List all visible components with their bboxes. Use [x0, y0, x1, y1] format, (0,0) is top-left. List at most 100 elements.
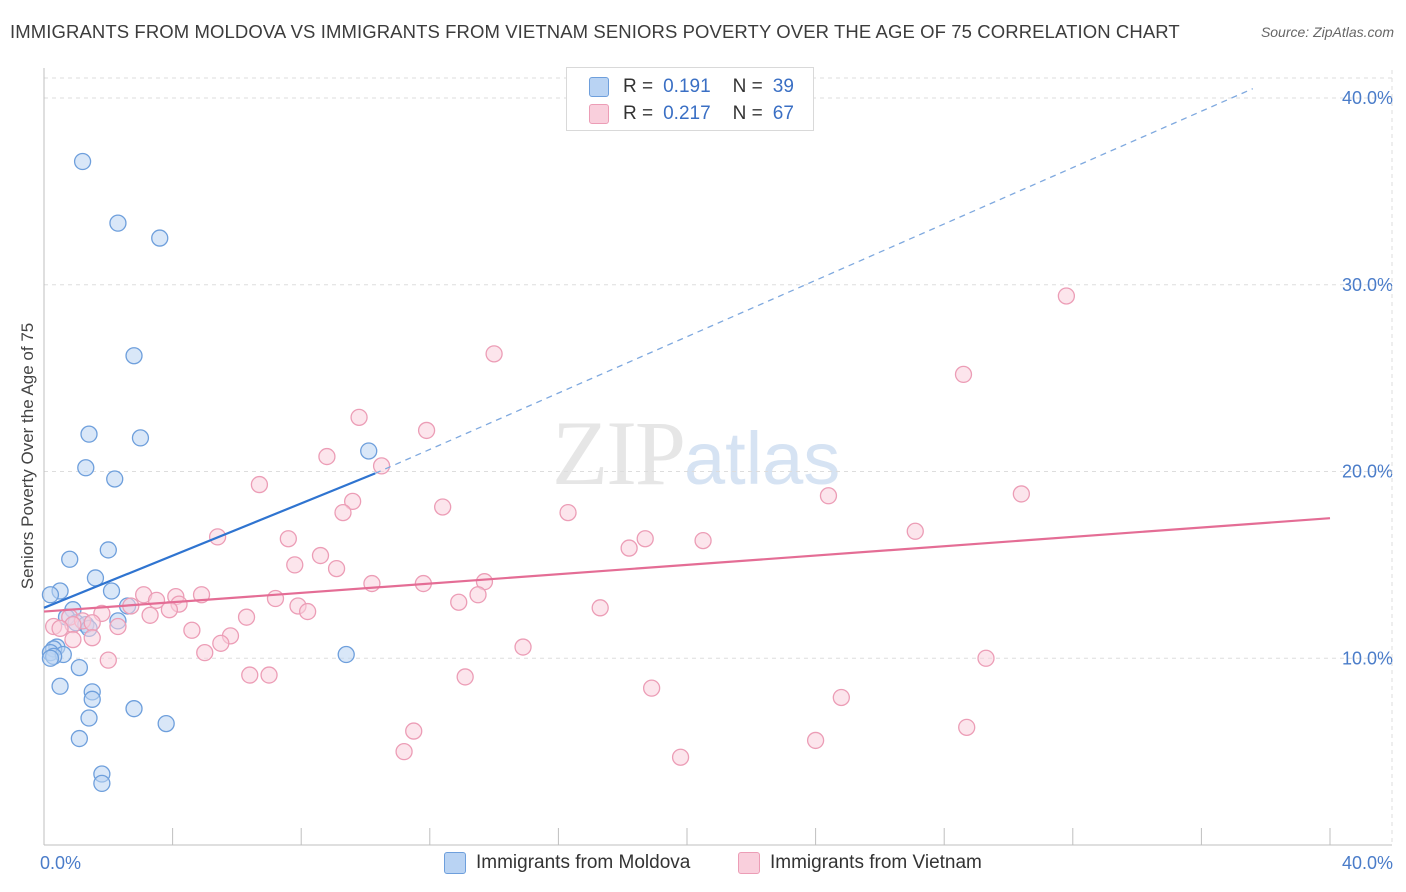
series-label-moldova: Immigrants from Moldova	[476, 852, 691, 873]
vietnam-point	[334, 503, 352, 522]
vietnam-point	[559, 503, 577, 522]
vietnam-point	[83, 629, 101, 647]
x-tick-label: 0.0%	[40, 853, 81, 873]
vietnam-point	[266, 589, 285, 608]
legend-swatch-vietnam	[589, 104, 609, 124]
legend-row-vietnam: R = 0.217 N = 67	[589, 102, 794, 126]
moldova-point	[102, 582, 121, 600]
moldova-point	[61, 550, 79, 568]
vietnam-point	[298, 602, 317, 621]
legend-swatch-moldova	[589, 77, 609, 97]
vietnam-point	[64, 630, 82, 649]
series-legend-vietnam[interactable]: Immigrants from Vietnam	[738, 852, 982, 874]
vietnam-point	[977, 649, 995, 667]
series-swatch-moldova	[444, 852, 466, 874]
watermark: ZIPatlas	[552, 400, 840, 506]
moldova-point	[125, 700, 143, 718]
moldova-point	[80, 709, 98, 727]
legend-r-label: R =	[623, 103, 654, 124]
y-tick-label: 10.0%	[1342, 648, 1393, 668]
vietnam-point	[160, 601, 179, 619]
series-label-vietnam: Immigrants from Vietnam	[770, 852, 982, 873]
vietnam-point	[372, 457, 391, 475]
moldova-point	[73, 152, 92, 171]
y-tick-label: 30.0%	[1342, 275, 1393, 295]
watermark-atlas: atlas	[684, 417, 841, 500]
moldova-point	[41, 649, 60, 667]
vietnam-point	[318, 447, 336, 466]
legend-r-value: 0.217	[663, 103, 711, 124]
vietnam-point	[958, 718, 976, 736]
moldova-point	[151, 229, 169, 247]
vietnam-point	[260, 666, 278, 684]
moldova-point	[77, 459, 95, 477]
vietnam-point	[327, 559, 346, 578]
vietnam-point	[456, 668, 474, 686]
moldova-point	[106, 470, 124, 488]
vietnam-point	[469, 586, 487, 604]
vietnam-point	[620, 539, 638, 557]
vietnam-point	[212, 634, 230, 652]
vietnam-trend-line	[43, 517, 1331, 613]
vietnam-point	[395, 742, 413, 761]
watermark-zip: ZIP	[552, 402, 686, 504]
vietnam-point	[405, 722, 423, 740]
moldova-point	[109, 214, 127, 232]
vietnam-point	[450, 593, 468, 611]
vietnam-point	[183, 621, 201, 639]
chart-title: IMMIGRANTS FROM MOLDOVA VS IMMIGRANTS FR…	[10, 21, 1180, 42]
vietnam-point	[350, 408, 368, 426]
vietnam-point	[311, 546, 330, 565]
vietnam-point	[485, 345, 503, 363]
y-tick-label: 20.0%	[1342, 462, 1393, 482]
moldova-point	[70, 729, 89, 748]
vietnam-point	[694, 531, 712, 550]
vietnam-point	[343, 492, 362, 511]
x-tick-label: 40.0%	[1342, 853, 1393, 873]
legend-r-label: R =	[623, 76, 654, 97]
vietnam-point	[514, 638, 532, 656]
vietnam-point	[250, 475, 269, 494]
moldova-point	[360, 442, 378, 460]
moldova-trend-line	[43, 472, 376, 609]
vietnam-point	[99, 651, 117, 669]
vietnam-point	[642, 679, 661, 697]
legend-r-value: 0.191	[663, 76, 711, 97]
vietnam-point	[417, 421, 436, 440]
vietnam-point	[1057, 287, 1076, 305]
moldova-trend-extension	[374, 88, 1254, 474]
moldova-point	[41, 586, 60, 604]
vietnam-point	[434, 498, 452, 516]
series-legend-moldova[interactable]: Immigrants from Moldova	[444, 852, 690, 874]
series-swatch-vietnam	[738, 852, 760, 874]
moldova-point	[99, 541, 117, 559]
vietnam-point	[196, 644, 214, 662]
vietnam-point	[832, 688, 850, 707]
vietnam-point	[83, 614, 101, 632]
legend-n-label: N =	[732, 76, 763, 97]
series-legend: Immigrants from Moldova Immigrants from …	[0, 852, 1406, 878]
vietnam-point	[819, 487, 838, 505]
moldova-point	[80, 425, 98, 443]
vietnam-point	[286, 556, 304, 574]
y-tick-label: 40.0%	[1342, 88, 1393, 108]
vietnam-point	[671, 748, 690, 766]
vietnam-point	[279, 530, 297, 548]
vietnam-point	[591, 599, 609, 617]
moldova-point	[131, 429, 150, 447]
moldova-point	[70, 658, 89, 677]
vietnam-point	[954, 365, 973, 384]
legend-n-value: 39	[772, 76, 794, 97]
legend-n-value: 67	[772, 103, 794, 124]
moldova-point	[157, 714, 175, 733]
legend-n-label: N =	[732, 103, 763, 124]
vietnam-point	[806, 731, 825, 750]
vietnam-point	[51, 619, 69, 638]
vietnam-point	[141, 606, 159, 624]
vietnam-point	[109, 617, 127, 636]
source-label: Source: ZipAtlas.com	[1260, 24, 1394, 40]
moldova-point	[51, 677, 69, 695]
vietnam-point	[636, 530, 654, 548]
legend-row-moldova: R = 0.191 N = 39	[589, 75, 794, 99]
